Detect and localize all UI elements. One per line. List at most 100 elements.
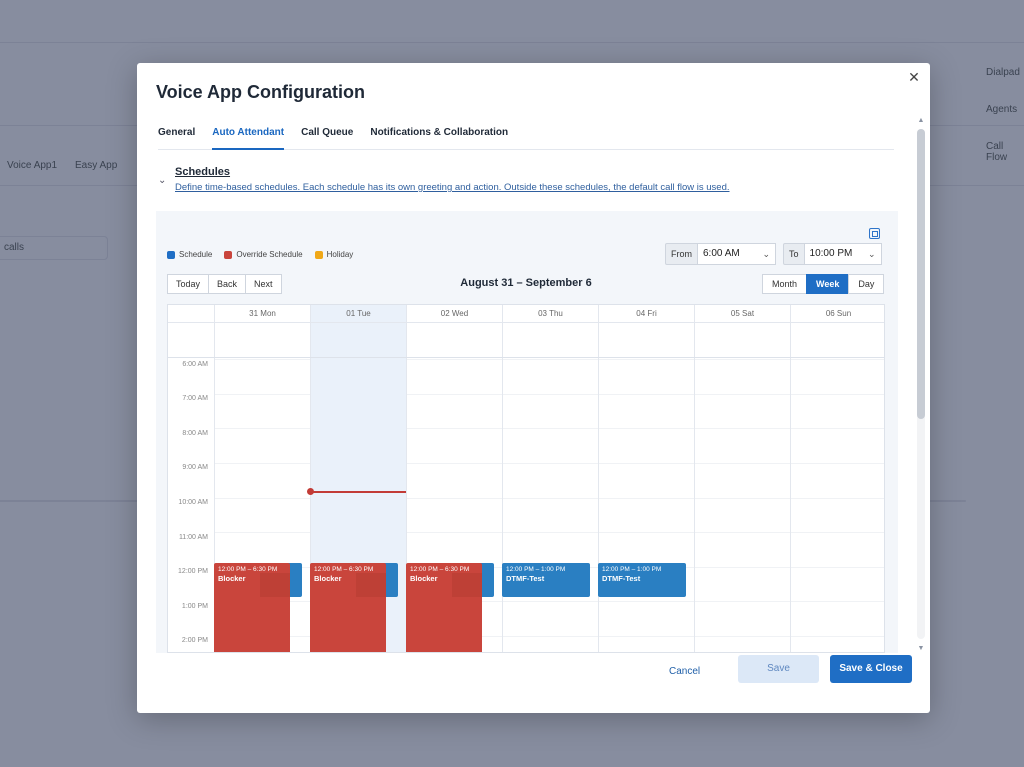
calendar-nav: Today Back Next: [167, 274, 282, 294]
schedule-event[interactable]: 12:00 PM – 1:00 PM DTMF-Test: [502, 563, 590, 597]
day-header: 03 Thu: [502, 305, 598, 322]
day-header: 05 Sat: [694, 305, 790, 322]
to-time-select[interactable]: 10:00 PM ⌄: [803, 243, 882, 265]
time-label: 7:00 AM: [182, 395, 208, 402]
day-header: 01 Tue: [310, 305, 406, 322]
event-title: DTMF-Test: [602, 574, 641, 583]
day-column[interactable]: [694, 305, 790, 652]
week-grid: 31 Mon 01 Tue 02 Wed 03 Thu 04 Fri 05 Sa…: [167, 304, 885, 653]
legend-label: Schedule: [179, 250, 213, 259]
time-label: 9:00 AM: [182, 464, 208, 471]
legend-item-schedule: Schedule: [167, 250, 212, 259]
time-label: 6:00 AM: [182, 361, 208, 368]
to-time-value: 10:00 PM: [809, 248, 853, 259]
view-day-button[interactable]: Day: [848, 274, 885, 294]
legend-label: Override Schedule: [236, 250, 303, 259]
legend-swatch: [224, 250, 233, 259]
day-column[interactable]: [406, 305, 502, 652]
legend-swatch: [167, 250, 175, 259]
legend-label: Holiday: [326, 250, 354, 259]
legend-item-override: Override Schedule: [224, 250, 303, 259]
dialog-title: Voice App Configuration: [156, 82, 365, 102]
hour-gridline: [214, 463, 884, 464]
day-column[interactable]: [214, 305, 310, 652]
scrollbar[interactable]: ▲ ▼: [916, 117, 926, 652]
event-time: 12:00 PM – 6:30 PM: [218, 566, 278, 573]
scroll-down-icon[interactable]: ▼: [917, 645, 925, 652]
bg-breadcrumb-app: Voice App1: [7, 160, 58, 171]
schedules-title[interactable]: Schedules: [175, 166, 231, 178]
tab-notifications[interactable]: Notifications & Collaboration: [370, 127, 509, 138]
hour-gridline: [214, 498, 884, 499]
back-button[interactable]: Back: [208, 274, 247, 294]
time-label: 8:00 AM: [182, 430, 208, 437]
day-column[interactable]: [598, 305, 694, 652]
bg-right-tab: Dialpad: [986, 67, 1020, 78]
view-week-button[interactable]: Week: [806, 274, 850, 294]
from-time-value: 6:00 AM: [703, 248, 740, 259]
scroll-up-icon[interactable]: ▲: [917, 117, 925, 124]
next-button[interactable]: Next: [245, 274, 282, 294]
bg-filter-value: calls: [4, 242, 25, 253]
day-header: 06 Sun: [790, 305, 884, 322]
event-title: DTMF-Test: [506, 574, 545, 583]
event-overlap: [452, 573, 482, 597]
dialog-footer: Cancel Save Save & Close: [137, 653, 930, 713]
hour-gridline: [214, 532, 884, 533]
bg-right-tab: Call Flow: [986, 141, 1008, 163]
from-time-select[interactable]: 6:00 AM ⌄: [697, 243, 776, 265]
override-event[interactable]: 12:00 PM – 6:30 PM Blocker: [214, 563, 290, 652]
legend-swatch: [314, 250, 323, 259]
event-title: Blocker: [314, 574, 342, 583]
hour-gridline: [214, 428, 884, 429]
cancel-button[interactable]: Cancel: [669, 666, 701, 677]
date-range-title: August 31 – September 6: [460, 277, 592, 289]
tab-call-queue[interactable]: Call Queue: [301, 127, 354, 138]
schedule-event[interactable]: 12:00 PM – 1:00 PM DTMF-Test: [598, 563, 686, 597]
to-label: To: [783, 243, 805, 265]
tab-auto-attendant[interactable]: Auto Attendant: [212, 125, 285, 150]
bg-right-tab: Agents: [986, 104, 1018, 115]
day-header-row: 31 Mon 01 Tue 02 Wed 03 Thu 04 Fri 05 Sa…: [168, 305, 884, 322]
view-switcher: Month Week Day: [762, 274, 885, 294]
day-column[interactable]: [502, 305, 598, 652]
time-label: 11:00 AM: [178, 534, 208, 541]
tab-general[interactable]: General: [158, 127, 196, 138]
event-time: 12:00 PM – 1:00 PM: [506, 566, 566, 573]
time-range-controls: From 6:00 AM ⌄ To 10:00 PM ⌄: [665, 243, 882, 265]
scroll-thumb[interactable]: [917, 129, 925, 419]
calendar-legend: Schedule Override Schedule Holiday: [167, 250, 353, 259]
voice-app-config-dialog: Voice App Configuration ✕ General Auto A…: [137, 63, 930, 713]
bg-divider: [0, 42, 1024, 43]
legend-item-holiday: Holiday: [314, 250, 354, 259]
hour-gridline: [214, 394, 884, 395]
time-label: 1:00 PM: [181, 603, 208, 610]
save-and-close-button[interactable]: Save & Close: [830, 655, 912, 683]
close-icon[interactable]: ✕: [908, 69, 920, 85]
event-title: Blocker: [410, 574, 438, 583]
day-header: 02 Wed: [406, 305, 502, 322]
hour-gridline: [214, 601, 884, 602]
chevron-down-icon: ⌄: [762, 249, 770, 259]
bg-breadcrumb-easy: Easy App: [75, 160, 118, 171]
time-label: 10:00 AM: [178, 499, 208, 506]
scroll-track[interactable]: [917, 129, 925, 639]
today-button[interactable]: Today: [167, 274, 210, 294]
calendar-panel: Schedule Override Schedule Holiday From …: [156, 211, 898, 653]
from-label: From: [665, 243, 698, 265]
view-month-button[interactable]: Month: [762, 274, 808, 294]
chevron-down-icon[interactable]: ⌄: [158, 175, 167, 186]
all-day-row[interactable]: [168, 322, 884, 358]
bg-filter-select: [0, 236, 108, 260]
schedules-description: Define time-based schedules. Each schedu…: [175, 182, 730, 193]
day-column[interactable]: [790, 305, 884, 652]
day-header: 04 Fri: [598, 305, 694, 322]
hour-gridline: [214, 359, 884, 360]
hour-gridline: [214, 636, 884, 637]
time-label: 2:00 PM: [181, 637, 208, 644]
chevron-down-icon: ⌄: [867, 249, 876, 259]
save-button[interactable]: Save: [738, 655, 819, 683]
event-overlap: [356, 573, 386, 597]
expand-icon[interactable]: [869, 228, 880, 239]
time-label: 12:00 PM: [178, 568, 208, 575]
